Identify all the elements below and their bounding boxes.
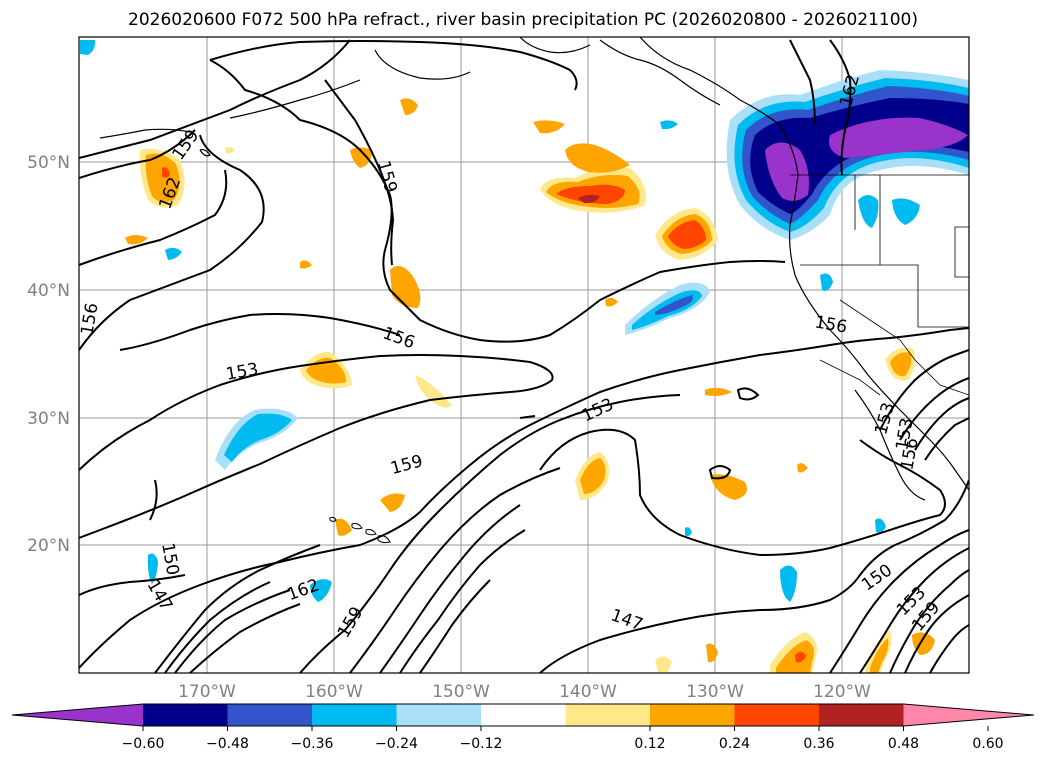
colorbar-extend-high xyxy=(903,704,1034,726)
colorbar-segment xyxy=(227,704,313,726)
contour-label: 156 xyxy=(77,301,102,336)
colorbar-tick-label: −0.36 xyxy=(291,736,334,752)
colorbar-tick-label: −0.24 xyxy=(375,736,418,752)
refractivity-contours xyxy=(79,39,969,673)
colorbar-segment xyxy=(819,704,904,726)
figure-title: 2026020600 F072 500 hPa refract., river … xyxy=(128,10,918,30)
map-area: 159 162 159 162 156 156 156 153 153 159 … xyxy=(77,37,969,673)
colorbar-tick-label: 0.60 xyxy=(972,736,1003,752)
colorbar-tick-label: 0.24 xyxy=(719,736,750,752)
colorbar-segment xyxy=(650,704,735,726)
map-frame xyxy=(78,36,970,674)
colorbar-segment xyxy=(481,704,566,726)
colorbar-segment xyxy=(734,704,820,726)
colorbar-tick-label: −0.48 xyxy=(206,736,249,752)
colorbar-segment xyxy=(565,704,651,726)
lon-label: 160°W xyxy=(305,682,363,702)
colorbar-tick-label: 0.12 xyxy=(634,736,665,752)
lat-label: 20°N xyxy=(27,536,70,556)
negative-anomaly-fields xyxy=(80,40,969,602)
colorbar-extend-low xyxy=(12,704,143,726)
colorbar-segment xyxy=(312,704,397,726)
latitude-labels: 50°N 40°N 30°N 20°N xyxy=(27,153,70,556)
longitude-labels: 170°W 160°W 150°W 140°W 130°W 120°W xyxy=(178,682,871,702)
lat-label: 30°N xyxy=(27,409,70,429)
lon-label: 150°W xyxy=(432,682,490,702)
lat-label: 40°N xyxy=(27,281,70,301)
lon-label: 140°W xyxy=(559,682,617,702)
colorbar-segment xyxy=(396,704,482,726)
colorbar: −0.60 −0.48 −0.36 −0.24 −0.12 0.12 0.24 0.36 0.4… xyxy=(11,703,1035,752)
colorbar-tick-label: −0.12 xyxy=(460,736,503,752)
lon-label: 130°W xyxy=(686,682,744,702)
colorbar-segment xyxy=(143,704,228,726)
lat-label: 50°N xyxy=(27,153,70,173)
colorbar-tick-label: 0.48 xyxy=(888,736,919,752)
lon-label: 170°W xyxy=(178,682,236,702)
colorbar-tick-label: −0.60 xyxy=(122,736,165,752)
lon-label: 120°W xyxy=(813,682,871,702)
positive-anomaly-fields xyxy=(125,98,935,673)
colorbar-tick-label: 0.36 xyxy=(803,736,834,752)
